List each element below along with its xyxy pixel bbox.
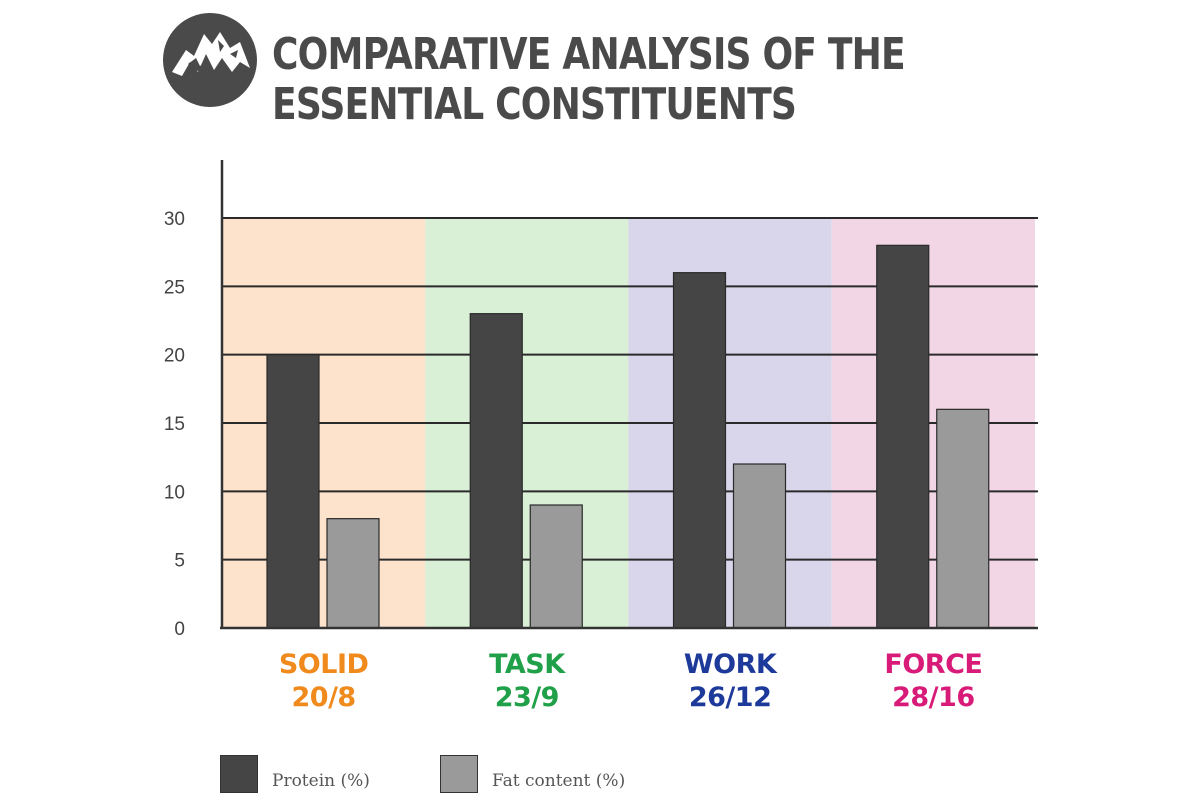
y-tick-label-30: 30 <box>164 209 185 230</box>
y-tick-label-25: 25 <box>164 277 185 298</box>
category-name: WORK <box>683 649 777 680</box>
category-name: SOLID <box>278 649 369 680</box>
legend-swatch-fat <box>440 755 478 793</box>
category-label-work: WORK 26/12 <box>630 648 830 714</box>
category-ratio: 28/16 <box>892 682 975 713</box>
protein-bar-work <box>672 272 727 629</box>
chart-title-line-2: ESSENTIAL CONSTITUENTS <box>272 79 797 130</box>
protein-bar-task <box>469 313 523 629</box>
category-label-force: FORCE 28/16 <box>833 648 1033 714</box>
category-ratio: 23/9 <box>494 682 560 713</box>
y-tick-label-10: 10 <box>164 482 185 503</box>
legend-label-fat: Fat content (%) <box>492 771 626 791</box>
legend-swatch-protein <box>220 755 258 793</box>
legend-label-protein: Protein (%) <box>272 771 370 791</box>
protein-bar-solid <box>266 354 320 629</box>
category-label-task: TASK 23/9 <box>427 648 627 714</box>
fat-bar-task <box>529 504 583 629</box>
y-tick-label-5: 5 <box>174 551 185 572</box>
category-name: FORCE <box>884 649 983 680</box>
y-tick-label-20: 20 <box>164 346 185 367</box>
chart-title: COMPARATIVE ANALYSIS OF THE ESSENTIAL CO… <box>272 29 906 130</box>
y-tick-label-15: 15 <box>164 414 185 435</box>
fat-bar-force <box>936 408 990 629</box>
category-ratio: 20/8 <box>291 682 357 713</box>
category-label-solid: SOLID 20/8 <box>224 648 424 714</box>
protein-bar-force <box>876 244 930 629</box>
category-name: TASK <box>489 649 565 680</box>
mountain-badge-icon <box>163 13 257 107</box>
chart-title-line-1: COMPARATIVE ANALYSIS OF THE <box>272 29 906 80</box>
category-ratio: 26/12 <box>688 682 772 713</box>
y-tick-label-0: 0 <box>174 619 185 640</box>
fat-bar-solid <box>326 518 380 629</box>
fat-bar-work <box>732 463 787 629</box>
